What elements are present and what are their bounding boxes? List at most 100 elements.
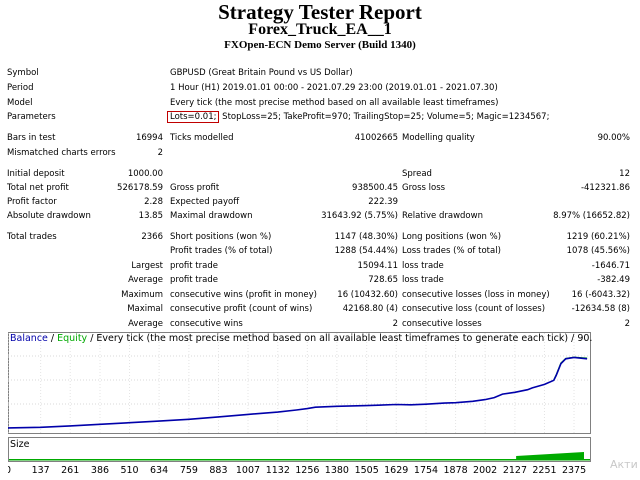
x-tick-label: 1878 — [443, 465, 467, 476]
balance-equity-chart: 0173479346958520437 01372613865106347598… — [8, 332, 592, 478]
legend-balance: Balance — [10, 333, 48, 344]
max-consecutive-losses-value: 16 (-6043.32) — [571, 290, 630, 300]
gross-profit-value: 938500.45 — [352, 183, 398, 193]
x-tick-label: 759 — [180, 465, 198, 476]
quality-label: Modelling quality — [402, 133, 475, 143]
gross-loss-label: Gross loss — [402, 183, 446, 193]
series-layer — [8, 356, 588, 429]
report-title: Strategy Tester Report — [218, 0, 422, 24]
x-tick-label: 1007 — [236, 465, 260, 476]
chart-background — [8, 332, 592, 478]
maximal-consecutive-profit-label: consecutive profit (count of wins) — [170, 304, 313, 314]
largest-label: Largest — [131, 261, 163, 271]
period-value: 1 Hour (H1) 2019.01.01 00:00 - 2021.07.2… — [170, 83, 498, 93]
maximal-label: Maximal — [127, 304, 163, 314]
long-positions-value: 1219 (60.21%) — [566, 232, 630, 242]
symbol-value: GBPUSD (Great Britain Pound vs US Dollar… — [170, 68, 353, 78]
ea-name: Forex_Truck_EA__1 — [248, 21, 392, 38]
main-panel-border — [8, 332, 591, 434]
legend-separator: / — [48, 333, 57, 344]
maximal-consecutive-profit-value: 42168.80 (4) — [342, 304, 398, 314]
size-panel-label: Size — [10, 439, 30, 450]
symbol-label: Symbol — [7, 68, 39, 78]
largest-profit-value: 15094.11 — [357, 261, 398, 271]
bars-label: Bars in test — [7, 133, 56, 143]
total-trades-value: 2366 — [141, 232, 163, 242]
size-baseline — [9, 459, 590, 461]
average-consecutive-label: Average — [128, 319, 163, 329]
x-tick-label: 2002 — [473, 465, 497, 476]
loss-trades-value: 1078 (45.56%) — [566, 246, 630, 256]
gross-loss-value: -412321.86 — [580, 183, 630, 193]
x-tick-label: 1380 — [325, 465, 349, 476]
ticks-label: Ticks modelled — [170, 133, 234, 143]
relative-drawdown-value: 8.97% (16652.82) — [553, 211, 630, 221]
maximal-drawdown-label: Maximal drawdown — [170, 211, 253, 221]
absolute-drawdown-value: 13.85 — [138, 211, 163, 221]
x-tick-label: 1256 — [295, 465, 319, 476]
mismatch-label: Mismatched charts errors — [7, 148, 116, 158]
x-axis-ticks: 0 137 261 386 510 634 759 883 1007 1132 1256 1380 15… — [8, 465, 586, 476]
average-loss-label: loss trade — [402, 275, 444, 285]
chart-caption-text: / Every tick (the most precise method ba… — [87, 333, 592, 344]
short-positions-label: Short positions (won %) — [170, 232, 272, 242]
average-loss-value: -382.49 — [597, 275, 630, 285]
net-profit-label: Total net profit — [7, 183, 69, 193]
server-name: FXOpen-ECN Demo Server (Build 1340) — [224, 39, 416, 51]
max-consecutive-wins-label: consecutive wins (profit in money) — [170, 290, 317, 300]
size-histogram — [516, 452, 584, 460]
x-tick-label: 1629 — [384, 465, 408, 476]
x-tick-label: 1754 — [414, 465, 438, 476]
balance-line — [8, 356, 588, 429]
x-tick-label: 386 — [91, 465, 109, 476]
max-consecutive-wins-value: 16 (10432.60) — [337, 290, 398, 300]
average-profit-label: profit trade — [170, 275, 218, 285]
gross-profit-label: Gross profit — [170, 183, 220, 193]
avg-consecutive-losses-label: consecutive losses — [402, 319, 482, 329]
ticks-value: 41002665 — [354, 133, 398, 143]
x-tick-label: 634 — [150, 465, 168, 476]
model-label: Model — [7, 98, 33, 108]
x-tick-label: 2251 — [532, 465, 556, 476]
x-tick-label: 1505 — [355, 465, 379, 476]
mismatch-value: 2 — [157, 148, 163, 158]
profit-factor-label: Profit factor — [7, 197, 57, 207]
size-bars — [9, 452, 590, 461]
loss-trades-label: Loss trades (% of total) — [402, 246, 501, 256]
short-positions-value: 1147 (48.30%) — [334, 232, 398, 242]
absolute-drawdown-label: Absolute drawdown — [7, 211, 91, 221]
lots-param-highlight: Lots=0.01; — [167, 111, 220, 123]
spread-label: Spread — [402, 169, 432, 179]
bars-value: 16994 — [135, 133, 163, 143]
avg-consecutive-losses-value: 2 — [624, 319, 630, 329]
max-consecutive-losses-label: consecutive losses (loss in money) — [402, 290, 550, 300]
profit-trades-value: 1288 (54.44%) — [334, 246, 398, 256]
expected-payoff-value: 222.39 — [368, 197, 398, 207]
x-tick-label: 2127 — [503, 465, 527, 476]
x-tick-label: 883 — [209, 465, 227, 476]
x-tick-label: 1132 — [266, 465, 290, 476]
long-positions-label: Long positions (won %) — [402, 232, 502, 242]
maximal-consecutive-loss-value: -12634.58 (8) — [571, 304, 630, 314]
model-value: Every tick (the most precise method base… — [170, 98, 499, 108]
size-panel-border — [8, 437, 591, 462]
x-tick-label: 0 — [8, 465, 11, 476]
legend-equity: Equity — [57, 333, 87, 344]
x-tick-label: 261 — [61, 465, 79, 476]
profit-factor-value: 2.28 — [144, 197, 163, 207]
relative-drawdown-label: Relative drawdown — [402, 211, 483, 221]
chart-grid — [8, 333, 590, 433]
maximal-drawdown-value: 31643.92 (5.75%) — [321, 211, 398, 221]
spread-value: 12 — [619, 169, 630, 179]
maximal-consecutive-loss-label: consecutive loss (count of losses) — [402, 304, 546, 314]
profit-trades-label: Profit trades (% of total) — [170, 246, 273, 256]
largest-loss-value: -1646.71 — [591, 261, 630, 271]
average-label: Average — [128, 275, 163, 285]
x-tick-label: 137 — [32, 465, 50, 476]
activation-watermark: Акти — [610, 458, 638, 471]
expected-payoff-label: Expected payoff — [170, 197, 240, 207]
maximum-label: Maximum — [121, 290, 163, 300]
total-trades-label: Total trades — [7, 232, 57, 242]
largest-profit-label: profit trade — [170, 261, 218, 271]
avg-consecutive-wins-value: 2 — [392, 319, 398, 329]
